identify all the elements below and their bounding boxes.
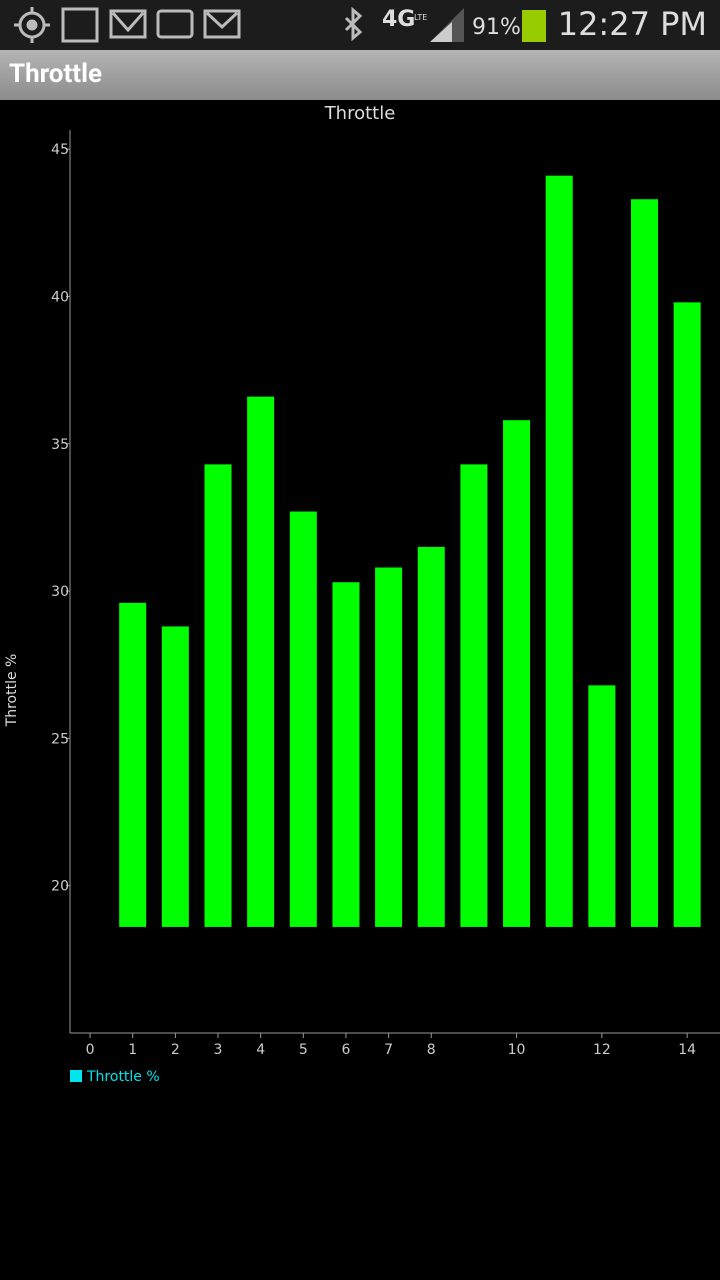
y-tick-label: 40 [51, 289, 69, 305]
y-axis-title: Throttle % [4, 654, 20, 728]
x-tick-label: 7 [384, 1042, 393, 1058]
x-tick-label: 1 [128, 1042, 137, 1058]
network-sub: LTE [414, 13, 427, 22]
y-tick-label: 45 [51, 142, 69, 158]
bar [631, 199, 659, 927]
bar [545, 175, 573, 927]
x-tick-label: 12 [593, 1042, 611, 1058]
x-tick-label: 8 [427, 1042, 436, 1058]
y-tick-label: 25 [51, 731, 69, 747]
y-tick-label: 35 [51, 437, 69, 453]
legend-label: Throttle % [86, 1069, 160, 1085]
x-tick-label: 3 [214, 1042, 223, 1058]
bar [417, 546, 445, 927]
x-tick-label: 10 [508, 1042, 526, 1058]
clock: 12:27 PM [558, 5, 707, 43]
x-tick-label: 14 [678, 1042, 696, 1058]
bar [588, 685, 616, 927]
network: 4G [382, 7, 415, 32]
bar [332, 582, 360, 927]
chart-title: Throttle [324, 103, 396, 124]
x-tick-label: 6 [341, 1042, 350, 1058]
x-tick-label: 5 [299, 1042, 308, 1058]
y-tick-label: 30 [51, 584, 69, 600]
status-icons: 4G LTE 91% 12:27 PM [14, 5, 707, 43]
bar [503, 420, 531, 927]
bar [161, 626, 189, 927]
bar [375, 567, 403, 927]
battery: 91% [472, 15, 521, 40]
bar [460, 464, 488, 927]
legend-swatch [70, 1070, 82, 1082]
bar [247, 396, 275, 927]
status-bar: 4G LTE 91% 12:27 PM [0, 0, 720, 50]
app-bar: Throttle [0, 50, 720, 100]
bar [673, 302, 701, 927]
x-tick-label: 2 [171, 1042, 180, 1058]
y-tick-label: 20 [51, 879, 69, 895]
x-tick-label: 0 [86, 1042, 95, 1058]
bar [119, 602, 147, 927]
bar [289, 511, 317, 927]
x-tick-label: 4 [256, 1042, 265, 1058]
app-title: Throttle [9, 59, 102, 89]
bar [204, 464, 232, 927]
